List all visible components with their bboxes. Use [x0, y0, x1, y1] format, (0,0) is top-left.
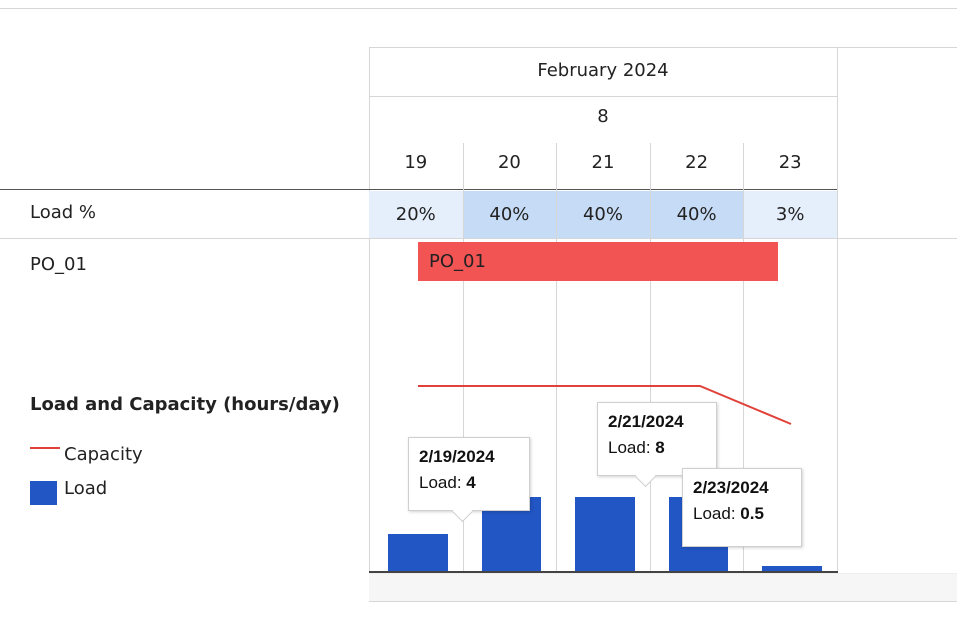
week-header: 8: [597, 106, 609, 127]
tooltip-load-value: 0.5: [740, 504, 764, 523]
day-header-21: 21: [591, 152, 615, 173]
chart-legend-title: Load and Capacity (hours/day): [30, 394, 340, 415]
day-header-20: 20: [497, 152, 521, 173]
capacity-legend-label: Capacity: [64, 444, 143, 465]
resource-label: PO_01: [30, 254, 87, 275]
day-column-line: [463, 143, 464, 571]
tooltip-2-23: 2/23/2024 Load: 0.5: [682, 468, 802, 547]
tooltip-load-prefix: Load:: [693, 504, 736, 523]
load-legend-swatch: [30, 481, 57, 505]
load-percent-label: Load %: [30, 202, 97, 223]
day-column-line: [650, 143, 651, 571]
tooltip-load-value: 4: [466, 473, 476, 492]
load-row-bottom-border: [0, 238, 957, 239]
chart-baseline: [369, 571, 838, 573]
load-bar-23[interactable]: [762, 566, 822, 571]
capacity-line: [418, 385, 792, 425]
footer-strip-top: [369, 573, 957, 574]
day-header-19: 19: [404, 152, 428, 173]
timeline-top-border: [369, 47, 957, 48]
tooltip-2-19: 2/19/2024 Load: 4: [408, 437, 530, 511]
task-bar-po01[interactable]: PO_01: [418, 242, 778, 281]
tooltip-load-prefix: Load:: [608, 438, 651, 457]
month-divider: [369, 96, 837, 97]
load-percent-cell: 20%: [369, 191, 463, 238]
tooltip-date: 2/21/2024: [608, 412, 684, 431]
load-legend-label: Load: [64, 478, 108, 499]
load-percent-cell: 40%: [556, 191, 650, 238]
day-column-line: [556, 143, 557, 571]
timeline-right-border: [837, 47, 838, 572]
header-bottom-border: [0, 189, 837, 190]
footer-strip-bottom: [369, 601, 957, 602]
load-bar-21[interactable]: [575, 497, 635, 571]
tooltip-date: 2/19/2024: [419, 447, 495, 466]
tooltip-2-21: 2/21/2024 Load: 8: [597, 402, 717, 476]
load-percent-cell: 3%: [743, 191, 837, 238]
day-header-23: 23: [778, 152, 802, 173]
day-column-line: [743, 143, 744, 571]
capacity-legend-swatch: [30, 447, 60, 449]
footer-strip: [369, 574, 957, 601]
tooltip-load-prefix: Load:: [419, 473, 462, 492]
tooltip-load: Load: 8: [608, 435, 706, 461]
load-bar-19[interactable]: [388, 534, 448, 571]
load-percent-cell: 40%: [649, 191, 744, 238]
month-header: February 2024: [537, 60, 669, 81]
tooltip-date: 2/23/2024: [693, 478, 769, 497]
tooltip-load: Load: 0.5: [693, 501, 791, 527]
tooltip-load: Load: 4: [419, 470, 519, 496]
day-header-22: 22: [685, 152, 709, 173]
tooltip-load-value: 8: [655, 438, 665, 457]
timeline-left-border: [369, 47, 370, 572]
top-divider: [0, 8, 957, 9]
load-percent-cell: 40%: [462, 191, 557, 238]
